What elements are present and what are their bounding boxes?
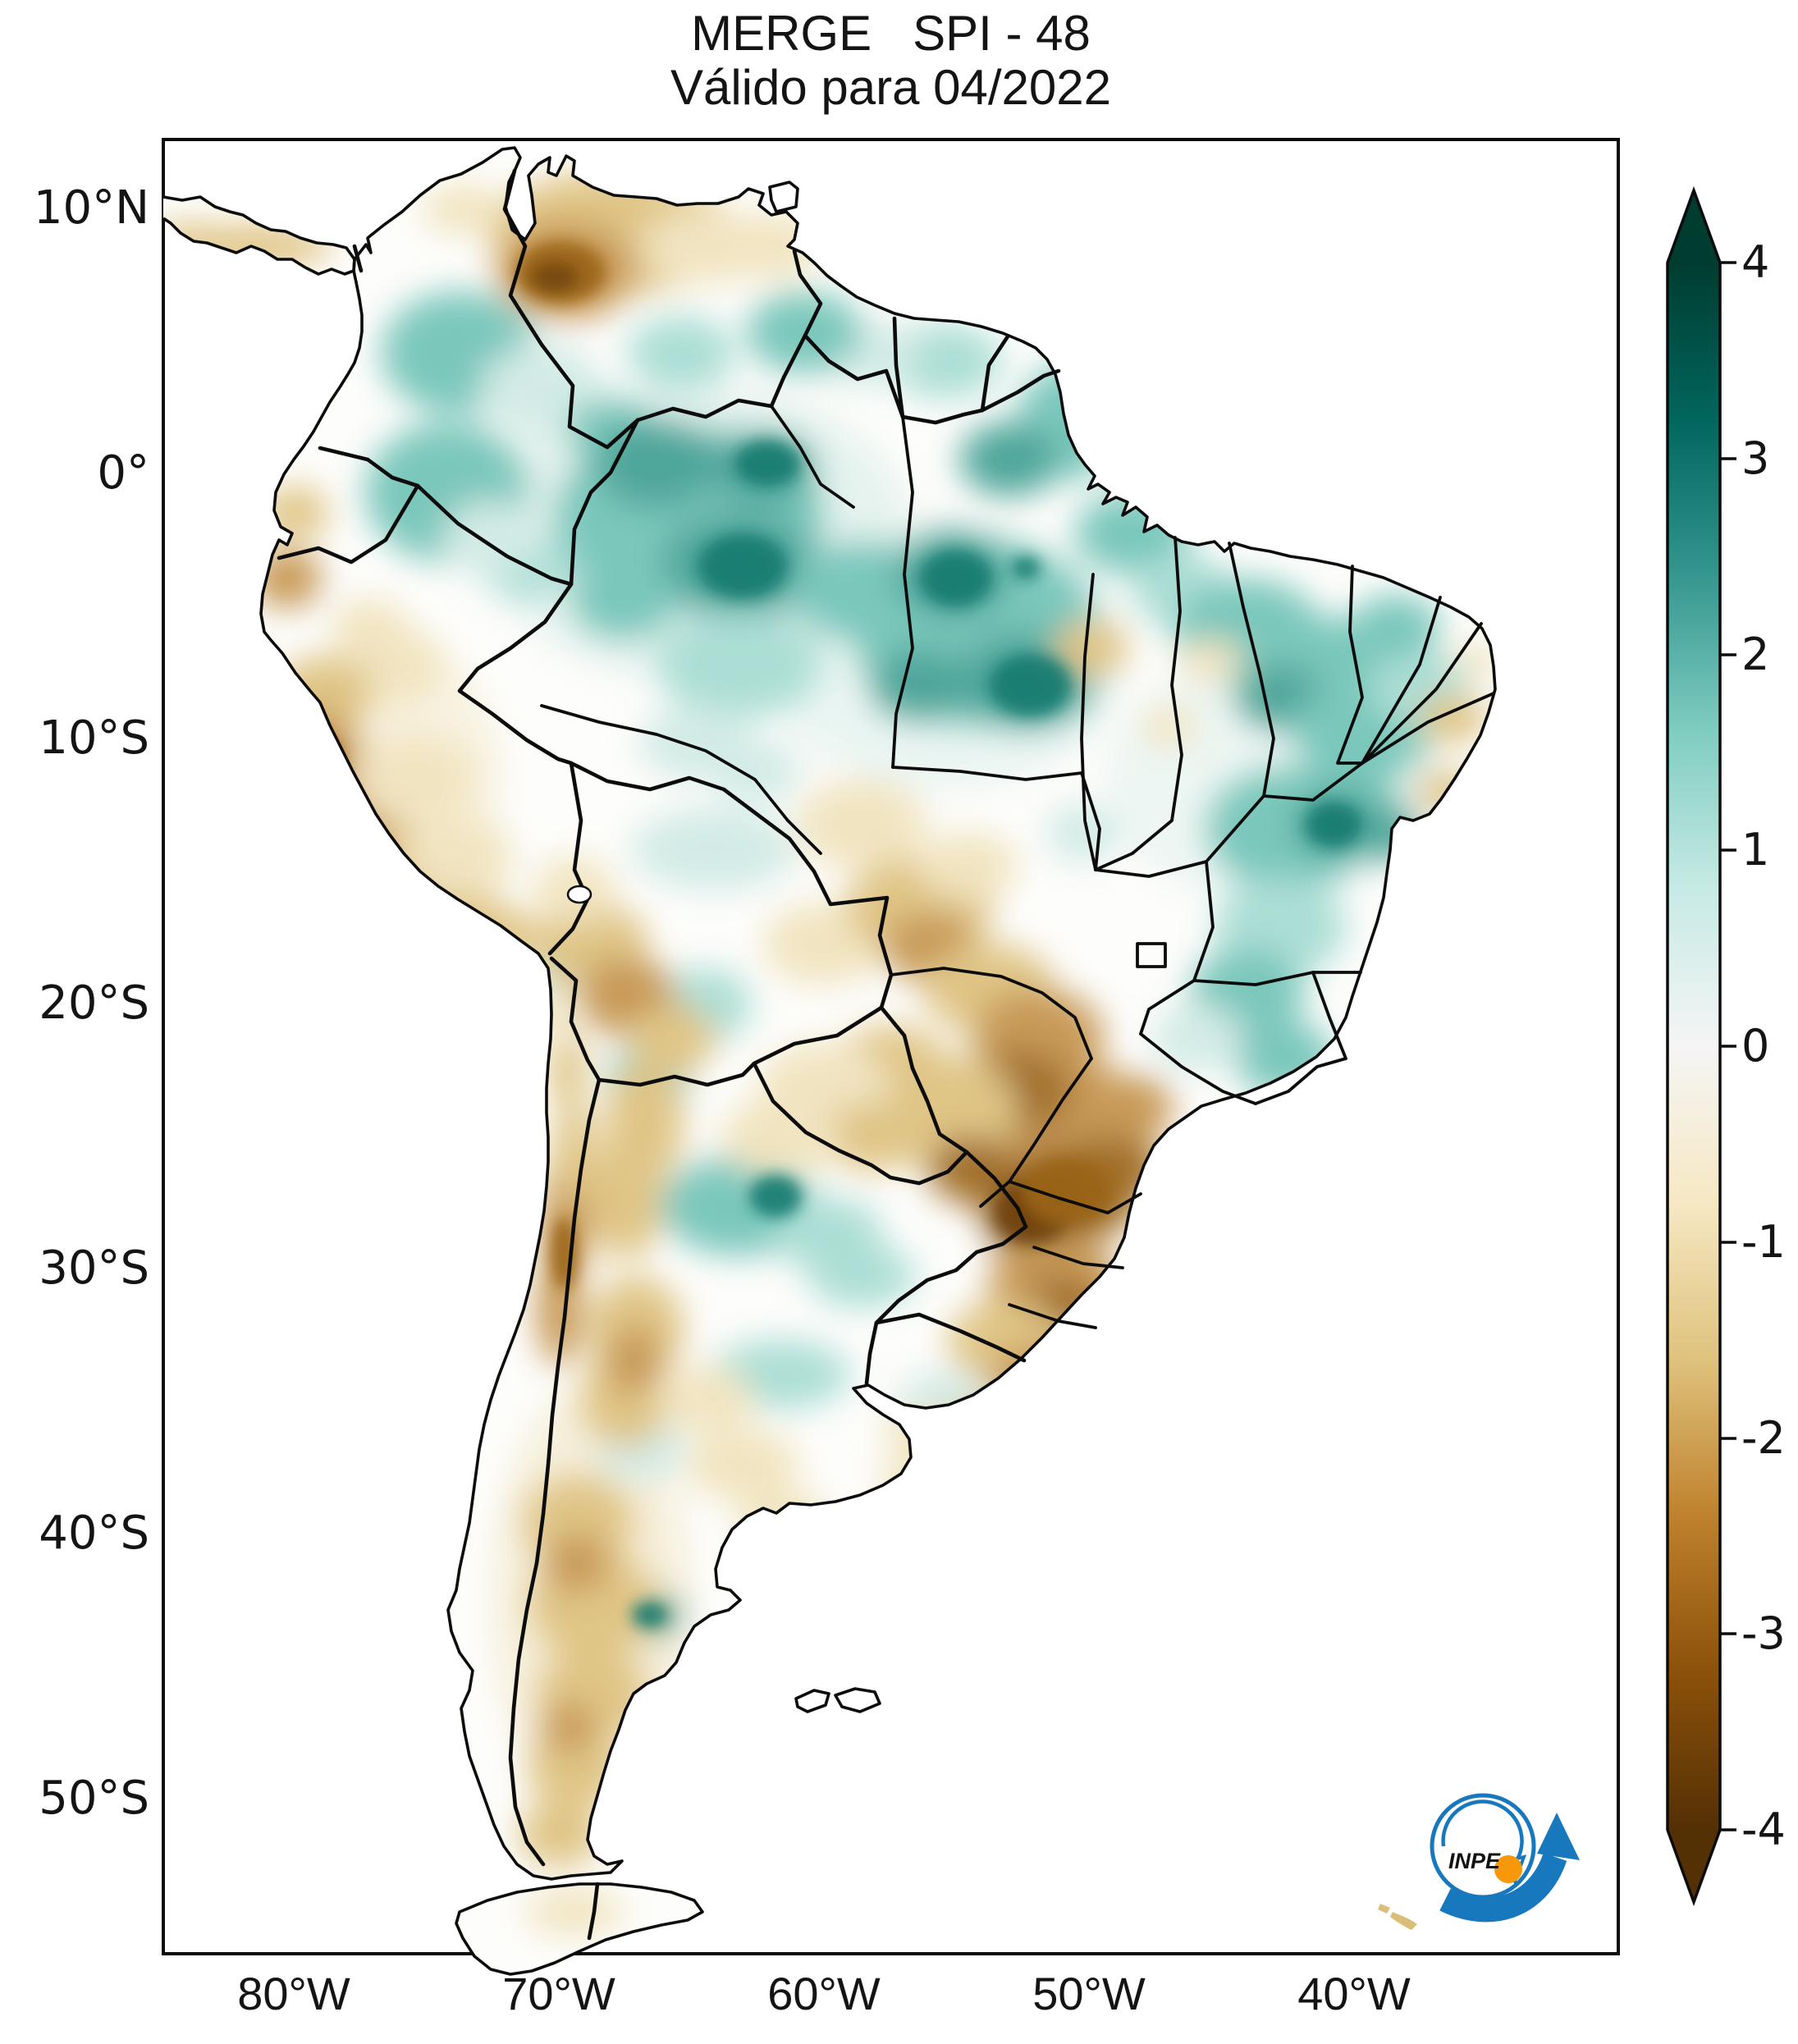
map-plot-area: INPE	[162, 146, 1580, 1976]
colorbar-tick-label: -4	[1741, 1804, 1786, 1855]
colorbar-tick-label: 4	[1741, 236, 1770, 288]
colorbar-tick-label: -3	[1741, 1607, 1786, 1659]
x-tick-label: 40°W	[1297, 1968, 1411, 2019]
y-tick-label: 50°S	[39, 1772, 149, 1825]
colorbar-tick-label: 0	[1741, 1020, 1770, 1072]
country-borders	[277, 168, 1061, 1941]
state-borders	[540, 405, 1495, 1329]
spi-raster-field	[163, 172, 1495, 1935]
falkland-islands	[794, 1687, 881, 1713]
colorbar-extend-top	[1668, 190, 1720, 263]
inpe-logo: INPE	[1430, 1793, 1580, 1923]
distrito-federal-square	[1136, 942, 1167, 968]
logo-spiral	[1441, 1799, 1524, 1870]
x-tick-label: 70°W	[502, 1968, 615, 2019]
y-tick-label: 30°S	[39, 1241, 149, 1295]
x-tick-label: 60°W	[767, 1968, 881, 2019]
page-title: MERGE SPI - 48 Válido para 04/2022	[163, 7, 1618, 115]
y-tick-label: 40°S	[39, 1507, 149, 1560]
y-tick-label: 10°S	[39, 711, 149, 765]
coastlines	[162, 146, 1497, 1976]
x-tick-label: 80°W	[237, 1968, 350, 2019]
colorbar	[1666, 185, 1736, 1907]
trinidad-island	[768, 181, 799, 213]
colorbar-gradient	[1668, 263, 1720, 1830]
colorbar-tick-label: 1	[1741, 824, 1770, 876]
colorbar-tick-label: -1	[1741, 1216, 1786, 1268]
colorbar-tick-label: 3	[1741, 432, 1770, 484]
y-tick-label: 10°N	[33, 181, 149, 235]
logo-big-arrow	[1439, 1852, 1567, 1923]
colorbar-tick-marks	[1720, 261, 1736, 1831]
logo-orange-dot	[1494, 1855, 1522, 1883]
colorbar-extend-bottom	[1668, 1830, 1720, 1902]
lake-titicaca	[566, 885, 592, 904]
logo-big-arrowhead	[1537, 1813, 1580, 1860]
title-line-1: MERGE SPI - 48	[691, 6, 1091, 61]
y-tick-label: 20°S	[39, 976, 149, 1030]
x-tick-label: 50°W	[1032, 1968, 1146, 2019]
logo-text: INPE	[1448, 1849, 1501, 1873]
y-tick-label: 0°	[97, 446, 149, 500]
title-line-2: Válido para 04/2022	[670, 60, 1112, 115]
south-georgia-speck	[1378, 1904, 1417, 1930]
colorbar-tick-label: 2	[1741, 629, 1770, 680]
logo-circle	[1430, 1793, 1536, 1900]
colorbar-tick-label: -2	[1741, 1412, 1786, 1464]
